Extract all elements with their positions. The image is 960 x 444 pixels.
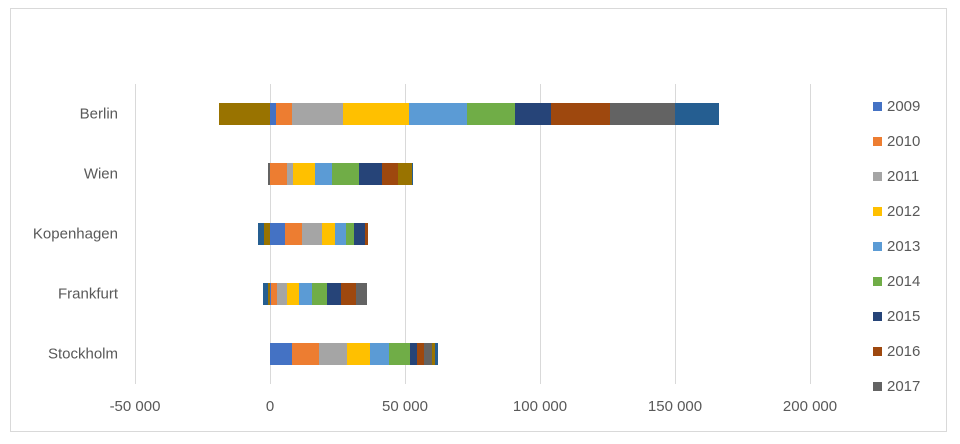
bar-segment[interactable]: [358, 163, 382, 185]
bar-segment[interactable]: [334, 223, 346, 245]
bar-segment[interactable]: [270, 343, 292, 365]
legend-item[interactable]: 2010: [873, 131, 920, 151]
legend-item[interactable]: 2013: [873, 236, 920, 256]
bar-segment[interactable]: [291, 103, 343, 125]
legend-label: 2012: [887, 202, 921, 220]
legend-item[interactable]: 2009: [873, 96, 920, 116]
bar-segment[interactable]: [408, 103, 467, 125]
bar-segment[interactable]: [218, 103, 270, 125]
bar-segment[interactable]: [271, 283, 278, 305]
legend-label: 2013: [887, 237, 921, 255]
legend-label: 2010: [887, 132, 921, 150]
legend-label: 2011: [887, 167, 920, 185]
legend-item[interactable]: 2011: [873, 166, 919, 186]
bar-segment[interactable]: [275, 103, 292, 125]
bar-segment[interactable]: [287, 283, 299, 305]
legend-label: 2014: [887, 272, 921, 290]
bar-segment[interactable]: [434, 343, 438, 365]
legend-swatch-icon: [873, 241, 882, 251]
bar-segment[interactable]: [397, 163, 412, 185]
legend-label: 2015: [887, 307, 921, 325]
legend-item[interactable]: 2012: [873, 201, 920, 221]
bar-segment[interactable]: [301, 223, 322, 245]
bar-segment[interactable]: [268, 283, 270, 305]
x-tick-label: 200 000: [782, 398, 838, 415]
bar-segment[interactable]: [369, 343, 389, 365]
bar-segment[interactable]: [270, 283, 272, 305]
bar-segment[interactable]: [340, 283, 356, 305]
x-tick-label: 100 000: [512, 398, 568, 415]
bar-segment[interactable]: [675, 103, 719, 125]
gridline: [810, 84, 811, 384]
bar-segment[interactable]: [388, 343, 410, 365]
legend-swatch-icon: [873, 381, 882, 391]
bar-segment[interactable]: [423, 343, 432, 365]
legend-label: 2017: [887, 377, 921, 395]
legend-swatch-icon: [873, 171, 882, 181]
bar-segment[interactable]: [609, 103, 675, 125]
category-label: Berlin: [79, 105, 118, 123]
bar-segment[interactable]: [314, 163, 332, 185]
bar-segment[interactable]: [342, 103, 409, 125]
legend-swatch-icon: [873, 136, 882, 146]
legend-swatch-icon: [873, 311, 882, 321]
legend-item[interactable]: 2014: [873, 271, 920, 291]
x-tick-label: 150 000: [647, 398, 703, 415]
x-tick-label: 0: [265, 398, 275, 415]
category-label: Stockholm: [47, 345, 118, 363]
bar-segment[interactable]: [311, 283, 327, 305]
bar-segment[interactable]: [284, 223, 302, 245]
legend-label: 2016: [887, 342, 921, 360]
bar-segment[interactable]: [268, 163, 270, 185]
bar-segment[interactable]: [298, 283, 312, 305]
x-tick-label: 50 000: [382, 398, 428, 415]
bar-segment[interactable]: [318, 343, 347, 365]
bar-segment[interactable]: [321, 223, 335, 245]
category-label: Frankfurt: [57, 285, 118, 303]
bar-segment[interactable]: [381, 163, 398, 185]
legend-label: 2009: [887, 97, 921, 115]
legend-item[interactable]: 2015: [873, 306, 920, 326]
bar-segment[interactable]: [355, 283, 368, 305]
chart-frame: [10, 8, 947, 432]
bar-segment[interactable]: [550, 103, 610, 125]
bar-segment[interactable]: [270, 163, 287, 185]
legend-swatch-icon: [873, 101, 882, 111]
bar-segment[interactable]: [264, 223, 270, 245]
bar-segment[interactable]: [270, 103, 276, 125]
bar-segment[interactable]: [270, 223, 285, 245]
legend-item[interactable]: 2016: [873, 341, 920, 361]
x-tick-label: -50 000: [109, 398, 161, 415]
legend-swatch-icon: [873, 346, 882, 356]
bar-segment[interactable]: [345, 223, 354, 245]
bar-segment[interactable]: [466, 103, 515, 125]
bar-segment[interactable]: [326, 283, 341, 305]
legend-swatch-icon: [873, 276, 882, 286]
bar-segment[interactable]: [291, 343, 319, 365]
bar-segment[interactable]: [287, 163, 293, 185]
bar-segment[interactable]: [353, 223, 366, 245]
bar-segment[interactable]: [514, 103, 551, 125]
bar-segment[interactable]: [331, 163, 359, 185]
category-label: Kopenhagen: [32, 225, 118, 243]
gridline: [405, 84, 406, 384]
gridline: [135, 84, 136, 384]
bar-segment[interactable]: [277, 283, 287, 305]
bar-segment[interactable]: [411, 163, 413, 185]
bar-segment[interactable]: [258, 223, 265, 245]
category-label: Wien: [83, 165, 118, 183]
bar-segment[interactable]: [409, 343, 417, 365]
bar-segment[interactable]: [262, 283, 269, 305]
bar-segment[interactable]: [365, 223, 368, 245]
bar-segment[interactable]: [292, 163, 315, 185]
gridline: [540, 84, 541, 384]
gridline: [675, 84, 676, 384]
bar-segment[interactable]: [346, 343, 370, 365]
bar-segment[interactable]: [416, 343, 424, 365]
legend-swatch-icon: [873, 206, 882, 216]
bar-segment[interactable]: [432, 343, 435, 365]
legend-item[interactable]: 2017: [873, 376, 920, 396]
